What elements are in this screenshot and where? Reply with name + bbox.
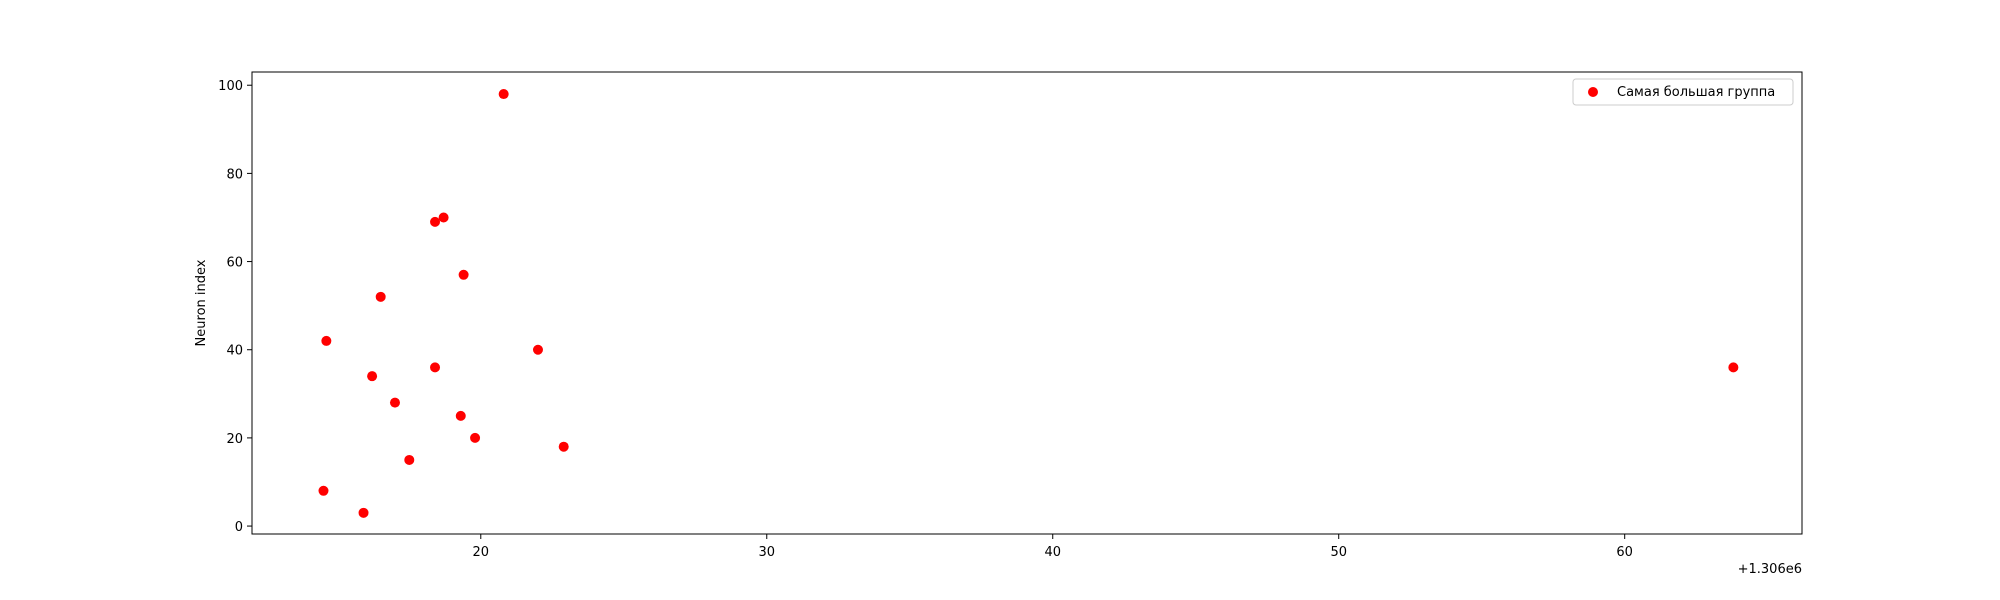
y-axis-label: Neuron index: [194, 259, 209, 346]
data-point-0-14: [532, 344, 543, 355]
data-point-0-15: [558, 441, 569, 452]
data-point-0-3: [367, 371, 378, 382]
data-point-0-5: [389, 397, 400, 408]
data-point-0-2: [358, 507, 369, 518]
data-point-0-6: [404, 454, 415, 465]
x-tick-label: 30: [758, 545, 775, 560]
data-point-0-4: [375, 291, 386, 302]
data-point-0-12: [470, 432, 481, 443]
data-point-0-11: [458, 269, 469, 280]
x-tick-label: 50: [1330, 545, 1347, 560]
legend: Самая большая группа: [1572, 78, 1794, 106]
y-tick-label: 20: [226, 432, 243, 447]
y-tick-label: 0: [235, 520, 243, 535]
plot-area: [252, 72, 1802, 534]
legend-marker: [1588, 87, 1598, 97]
legend-box: [1572, 78, 1794, 106]
data-point-0-8: [430, 362, 441, 373]
data-point-0-7: [430, 216, 441, 227]
data-point-0-0: [318, 485, 329, 496]
x-axis: 20 30 40 50 60: [473, 534, 1633, 560]
y-tick-label: 60: [226, 256, 243, 271]
data-point-0-1: [321, 335, 332, 346]
x-offset-label: +1.306e6: [1738, 562, 1802, 577]
data-point-0-16: [1728, 362, 1739, 373]
x-tick-label: 60: [1616, 545, 1633, 560]
x-tick-label: 40: [1044, 545, 1061, 560]
legend-label: Самая большая группа: [1617, 85, 1775, 100]
data-point-0-13: [498, 89, 509, 100]
x-tick-label: 20: [473, 545, 490, 560]
data-points: [318, 89, 1739, 518]
y-tick-label: 80: [226, 167, 243, 182]
data-point-0-10: [455, 410, 466, 421]
plot-frame: [251, 71, 1803, 535]
y-tick-label: 100: [218, 79, 243, 94]
data-point-0-9: [438, 212, 449, 223]
y-axis: 0 20 40 60 80 100: [218, 79, 252, 535]
y-tick-label: 40: [226, 344, 243, 359]
